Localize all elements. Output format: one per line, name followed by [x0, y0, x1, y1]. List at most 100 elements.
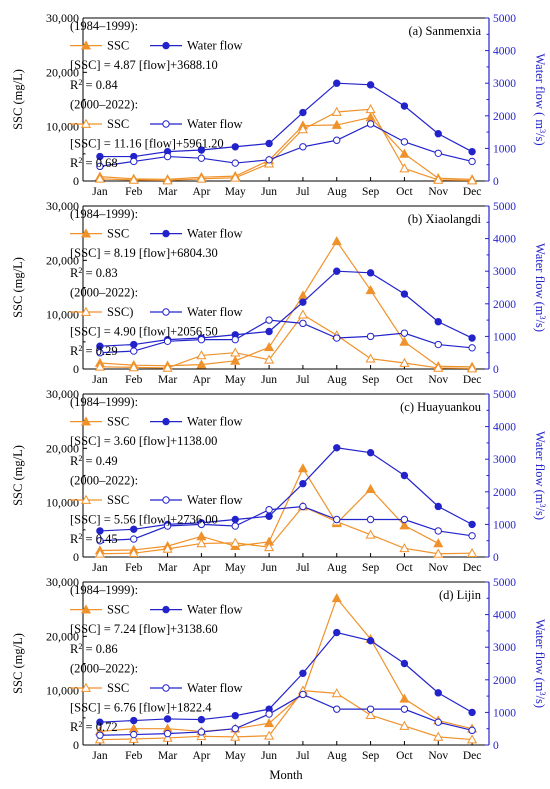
x-tick-label: Feb: [125, 374, 143, 386]
x-tick-label: May: [225, 750, 246, 762]
data-point: [399, 720, 410, 730]
x-tick-label: Mar: [158, 374, 177, 386]
y-right-tick-label: 1000: [493, 707, 516, 719]
data-point: [265, 156, 273, 164]
y-left-tick-label: 10,000: [46, 684, 79, 698]
x-tick-label: Sep: [362, 750, 380, 762]
data-point: [299, 690, 307, 699]
legend-flow-label: Water flow: [187, 493, 243, 507]
y-left-tick-label: 30,000: [46, 387, 79, 401]
data-point: [128, 547, 139, 558]
x-tick-label: Feb: [125, 186, 143, 198]
data-point: [331, 119, 342, 129]
legend-ssc-marker: [80, 494, 92, 504]
series-line: [99, 82, 473, 158]
legend-period-1-title: (1984–1999):: [70, 19, 138, 33]
y-right-axis-label: Water flow (m3/s): [533, 243, 548, 332]
data-point: [468, 520, 476, 529]
data-point: [399, 357, 410, 367]
data-point: [366, 636, 375, 645]
series-line: [99, 505, 473, 555]
data-point: [366, 120, 375, 128]
x-tick-label: Jul: [296, 374, 309, 386]
data-point: [299, 479, 307, 488]
legend-flow-marker: [162, 308, 170, 316]
data-point: [96, 349, 104, 357]
data-point: [299, 143, 307, 151]
data-point: [264, 718, 275, 728]
legend-flow-label: Water flow: [187, 603, 243, 617]
data-point: [130, 730, 138, 739]
legend-flow-label: Water flow: [187, 117, 243, 131]
y-left-axis-label: SSC (mg/L): [11, 257, 25, 318]
data-point: [230, 172, 241, 182]
legend-period-1-equation: [SSC] = 4.87 [flow]+3688.10: [70, 58, 218, 72]
data-point: [196, 350, 207, 360]
legend-period-2-title: (2000–2022):: [70, 661, 138, 675]
x-tick-label: Mar: [158, 186, 177, 198]
data-point: [265, 139, 273, 148]
series-line: [99, 108, 473, 182]
data-point: [96, 718, 104, 726]
data-point: [96, 152, 104, 161]
legend-ssc-marker: [80, 306, 92, 316]
legend-flow-label: Water flow: [187, 681, 243, 695]
data-point: [331, 106, 342, 116]
x-tick-label: Oct: [396, 374, 413, 386]
legend-period-2-r2: R2 = 0.72: [70, 720, 118, 735]
data-point: [231, 522, 239, 530]
y-right-tick-label: 0: [493, 176, 499, 188]
legend-ssc-label: SSC: [107, 39, 129, 53]
data-point: [96, 731, 104, 739]
y-right-tick-label: 4000: [493, 610, 516, 622]
data-point: [299, 502, 307, 511]
legend-period-2-equation: [SSC] = 4.90 [flow]+2056.50: [70, 325, 218, 339]
x-tick-label: Oct: [396, 750, 413, 762]
x-tick-label: Nov: [428, 562, 448, 574]
y-left-tick-label: 30,000: [46, 11, 79, 25]
data-point: [299, 108, 307, 117]
data-point: [434, 502, 442, 511]
legend-period-2-r2: R2 = 0.45: [70, 532, 118, 547]
data-point: [365, 483, 376, 493]
data-point: [197, 520, 206, 529]
data-point: [434, 527, 442, 535]
data-point: [197, 335, 206, 344]
data-point: [468, 334, 476, 342]
legend-period-2-r2: R2 = 0.29: [70, 344, 118, 359]
series-line: [99, 693, 473, 736]
x-tick-label: Mar: [158, 562, 177, 574]
data-point: [197, 715, 206, 724]
data-point: [264, 354, 275, 364]
data-point: [333, 334, 341, 342]
series-line: [99, 319, 473, 354]
x-tick-label: Oct: [396, 186, 413, 198]
data-point: [333, 267, 341, 275]
data-point: [231, 725, 239, 733]
data-point: [366, 269, 375, 277]
data-point: [299, 319, 307, 328]
y-left-axis-label: SSC (mg/L): [11, 69, 25, 130]
y-right-tick-label: 4000: [493, 422, 516, 434]
data-point: [400, 515, 409, 524]
x-tick-label: Aug: [327, 750, 347, 762]
x-tick-label: Apr: [192, 374, 210, 386]
data-point: [333, 515, 341, 524]
x-tick-label: Apr: [192, 750, 210, 762]
x-tick-label: Jan: [92, 186, 108, 198]
y-right-tick-label: 1000: [493, 331, 516, 343]
series-line: [99, 123, 473, 167]
y-right-tick-label: 4000: [493, 234, 516, 246]
legend-ssc-label: SSC: [107, 415, 129, 429]
data-point: [434, 318, 442, 326]
data-point: [96, 537, 104, 545]
x-tick-label: Aug: [327, 186, 347, 198]
data-point: [468, 708, 476, 717]
series-line: [99, 690, 473, 741]
data-point: [331, 688, 342, 698]
data-point: [94, 173, 105, 183]
y-right-tick-label: 5000: [493, 201, 516, 213]
data-point: [333, 628, 341, 637]
data-point: [333, 705, 341, 713]
